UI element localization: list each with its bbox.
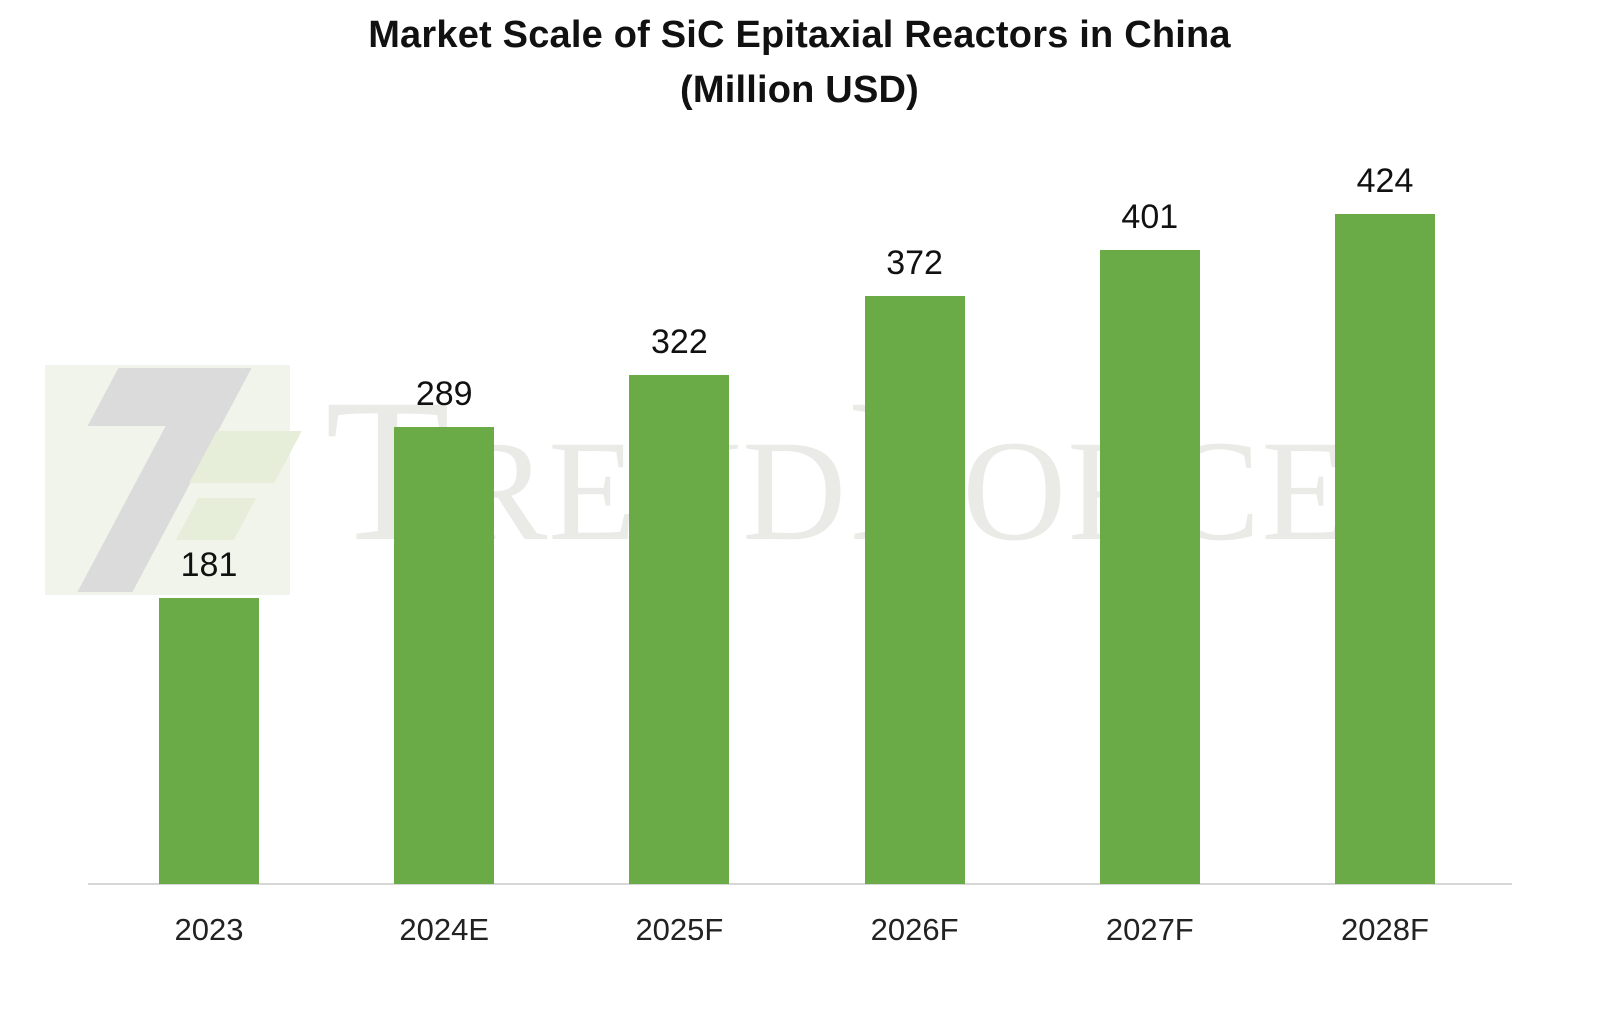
x-axis-line bbox=[88, 883, 1512, 885]
bar-2026F bbox=[864, 296, 965, 884]
x-axis-label: 2027F bbox=[1105, 912, 1194, 947]
bar-value-label: 372 bbox=[886, 244, 943, 282]
x-axis-label: 2026F bbox=[870, 912, 959, 947]
bar-value-label: 401 bbox=[1121, 198, 1179, 236]
chart-title-line1: Market Scale of SiC Epitaxial Reactors i… bbox=[368, 14, 1231, 56]
trendforce-logo-icon bbox=[45, 365, 302, 595]
x-axis-label: 2024E bbox=[399, 912, 489, 947]
chart-title-block: Market Scale of SiC Epitaxial Reactors i… bbox=[0, 8, 1599, 118]
bar-2028F bbox=[1335, 214, 1435, 884]
x-axis-label: 2025F bbox=[635, 912, 724, 947]
bar-value-label: 322 bbox=[651, 323, 708, 361]
x-axis-label: 2028F bbox=[1341, 912, 1429, 947]
bar-value-label: 424 bbox=[1356, 162, 1414, 200]
bar-2025F bbox=[629, 375, 730, 884]
bar-2024E bbox=[394, 427, 495, 884]
bar-value-label: 181 bbox=[180, 546, 238, 584]
bar-2023 bbox=[159, 598, 259, 884]
bar-value-label: 289 bbox=[415, 375, 473, 413]
x-axis-label: 2023 bbox=[174, 912, 244, 947]
chart-title-line2: (Million USD) bbox=[679, 69, 919, 112]
bar-2027F bbox=[1099, 250, 1200, 884]
